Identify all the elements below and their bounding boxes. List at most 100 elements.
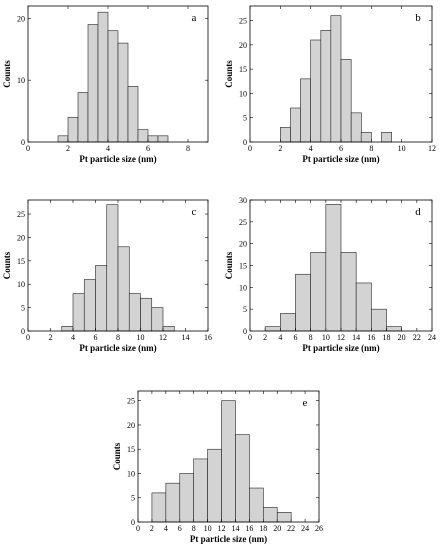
x-tick-label: 2 <box>150 524 154 533</box>
x-tick-label: 12 <box>428 144 436 153</box>
y-tick-label: 15 <box>17 257 25 266</box>
y-tick-label: 15 <box>239 262 247 271</box>
x-tick-label: 8 <box>309 333 313 342</box>
x-tick-label: 10 <box>137 333 145 342</box>
x-tick-label: 2 <box>263 333 267 342</box>
bar <box>263 507 278 523</box>
bar <box>72 293 85 332</box>
bar <box>350 112 362 143</box>
x-tick-label: 6 <box>146 144 150 153</box>
bar <box>117 42 129 143</box>
x-tick-label: 6 <box>339 144 343 153</box>
y-tick-label: 25 <box>17 210 25 219</box>
panel-c-histogram: 0 2 4 6 8 10 12 14 16 0 5 10 15 20 25 Pt particle size … <box>2 199 212 353</box>
bar <box>280 313 296 332</box>
x-tick-label: 20 <box>273 524 281 533</box>
bar <box>310 252 327 332</box>
x-tick-label: 18 <box>383 333 391 342</box>
panel-letter: c <box>192 206 197 218</box>
y-tick-label: 25 <box>127 397 135 406</box>
bar <box>295 273 311 332</box>
x-tick-label: 0 <box>136 524 140 533</box>
bar <box>276 511 292 523</box>
x-axis-label: Pt particle size (nm) <box>302 343 379 353</box>
panel-letter: e <box>303 397 308 409</box>
bar <box>193 458 208 523</box>
plot-frame <box>27 5 209 143</box>
y-tick-label: 0 <box>243 138 247 147</box>
x-tick-label: 0 <box>248 144 252 153</box>
y-tick-label: 5 <box>243 114 247 123</box>
bar <box>147 135 159 143</box>
x-tick-label: 18 <box>259 524 267 533</box>
x-tick-label: 2 <box>278 144 282 153</box>
bar <box>264 326 281 332</box>
bar <box>97 11 109 143</box>
x-tick-label: 22 <box>287 524 295 533</box>
y-axis-label: Counts <box>224 60 234 88</box>
bar <box>117 246 130 332</box>
y-tick-label: 10 <box>127 469 135 478</box>
bar <box>61 326 74 332</box>
bar <box>310 39 322 143</box>
plot-frame <box>137 390 320 523</box>
x-tick-label: 14 <box>182 333 190 342</box>
y-tick-label: 10 <box>17 280 25 289</box>
x-tick-label: 24 <box>301 524 309 533</box>
y-tick-label: 15 <box>239 65 247 74</box>
y-tick-label: 20 <box>239 41 247 50</box>
bar <box>371 308 387 332</box>
panel-letter: d <box>415 206 421 218</box>
x-tick-label: 24 <box>428 333 436 342</box>
x-tick-label: 8 <box>369 144 373 153</box>
panel-letter: b <box>415 12 421 24</box>
bar <box>381 131 392 143</box>
x-tick-label: 8 <box>186 144 190 153</box>
x-tick-label: 4 <box>71 333 75 342</box>
x-tick-label: 20 <box>398 333 406 342</box>
x-tick-label: 22 <box>413 333 421 342</box>
y-axis-label: Counts <box>2 251 12 279</box>
x-tick-label: 10 <box>204 524 212 533</box>
bar <box>179 473 194 523</box>
x-tick-label: 16 <box>245 524 253 533</box>
bar <box>249 487 264 523</box>
y-tick-label: 0 <box>21 327 25 336</box>
bar <box>87 24 99 143</box>
x-tick-label: 26 <box>315 524 323 533</box>
bar <box>157 135 169 143</box>
x-tick-label: 6 <box>178 524 182 533</box>
panel-b-histogram: 0 2 4 6 8 10 12 0 5 10 15 20 25 Pt particle size (nm)… <box>224 5 436 164</box>
y-axis-label: Counts <box>2 60 12 88</box>
x-tick-label: 2 <box>66 144 70 153</box>
x-axis-label: Pt particle size (nm) <box>190 534 267 544</box>
y-tick-label: 25 <box>239 17 247 26</box>
bar <box>360 131 372 143</box>
bar <box>151 492 167 523</box>
bar <box>386 326 402 332</box>
bar <box>300 78 311 143</box>
x-tick-label: 4 <box>309 144 313 153</box>
bar <box>290 107 301 143</box>
x-tick-label: 10 <box>322 333 330 342</box>
y-tick-label: 30 <box>239 196 247 205</box>
y-tick-label: 10 <box>17 76 25 85</box>
y-tick-label: 10 <box>239 283 247 292</box>
y-axis-label: Counts <box>112 442 122 470</box>
bar <box>280 127 291 143</box>
bar <box>340 59 352 143</box>
y-tick-label: 15 <box>127 445 135 454</box>
x-tick-label: 0 <box>26 144 30 153</box>
bar <box>165 482 181 523</box>
y-tick-label: 0 <box>243 327 247 336</box>
bar <box>325 204 342 332</box>
bar <box>95 265 108 332</box>
panel-letter: a <box>192 12 197 24</box>
y-tick-label: 20 <box>17 14 25 23</box>
y-tick-label: 20 <box>239 240 247 249</box>
y-tick-label: 5 <box>243 305 247 314</box>
x-tick-label: 8 <box>192 524 196 533</box>
